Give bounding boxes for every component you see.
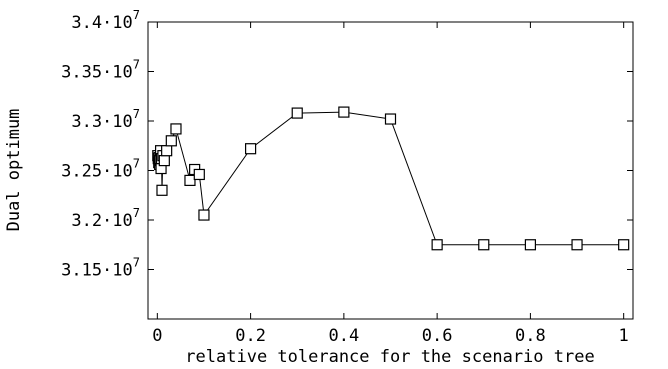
y-tick-label: 3.15·107 <box>61 256 140 281</box>
x-tick-label: 0.8 <box>515 326 546 346</box>
y-tick-mantissa: 3.25·10 <box>61 162 133 182</box>
y-tick-exponent: 7 <box>133 107 140 121</box>
data-point-marker <box>198 209 210 221</box>
data-point-marker <box>524 239 537 251</box>
data-point-marker <box>431 239 443 251</box>
y-tick-mantissa: 3.4·10 <box>71 13 132 33</box>
data-point-marker <box>158 155 170 167</box>
data-point-marker <box>244 143 257 155</box>
series-layer <box>152 106 630 251</box>
y-tick-exponent: 7 <box>133 58 140 72</box>
y-tick-mantissa: 3.3·10 <box>71 112 132 132</box>
y-tick-exponent: 7 <box>133 206 140 220</box>
series-line <box>157 111 624 246</box>
y-tick-exponent: 7 <box>133 256 140 270</box>
data-point-marker <box>161 145 173 157</box>
y-tick-mantissa: 3.2·10 <box>71 211 132 231</box>
data-point-marker <box>170 123 182 135</box>
data-point-marker <box>165 135 177 147</box>
data-point-marker <box>478 239 490 251</box>
x-tick-label: 0.4 <box>329 326 360 346</box>
y-tick-label: 3.2·107 <box>71 206 140 231</box>
data-point-marker <box>384 113 397 125</box>
data-point-marker <box>618 239 630 251</box>
y-axis: 3.15·1073.2·1073.25·1073.3·1073.35·1073.… <box>61 8 633 281</box>
y-tick-label: 3.35·107 <box>61 58 140 83</box>
x-tick-label: 0.2 <box>235 326 266 346</box>
data-point-marker <box>184 174 196 186</box>
x-axis-label: relative tolerance for the scenario tree <box>185 347 594 367</box>
x-tick-label: 1 <box>619 326 629 346</box>
x-axis: 0 0.2 0.4 0.6 0.8 1 <box>152 22 629 346</box>
y-tick-exponent: 7 <box>133 157 140 171</box>
plot-frame <box>147 21 634 320</box>
y-tick-label: 3.25·107 <box>61 157 140 182</box>
y-axis-label: Dual optimum <box>4 109 24 232</box>
y-tick-mantissa: 3.15·10 <box>61 261 133 281</box>
y-tick-label: 3.3·107 <box>71 107 140 132</box>
data-point-marker <box>338 106 350 118</box>
data-point-marker <box>156 184 168 196</box>
x-tick-label: 0 <box>152 326 162 346</box>
y-tick-label: 3.4·107 <box>71 8 140 33</box>
data-point-marker <box>193 168 205 181</box>
y-tick-mantissa: 3.35·10 <box>61 63 133 83</box>
y-tick-exponent: 7 <box>133 8 140 22</box>
data-point-marker <box>571 239 583 251</box>
data-point-marker <box>291 107 303 119</box>
x-tick-label: 0.6 <box>422 326 453 346</box>
